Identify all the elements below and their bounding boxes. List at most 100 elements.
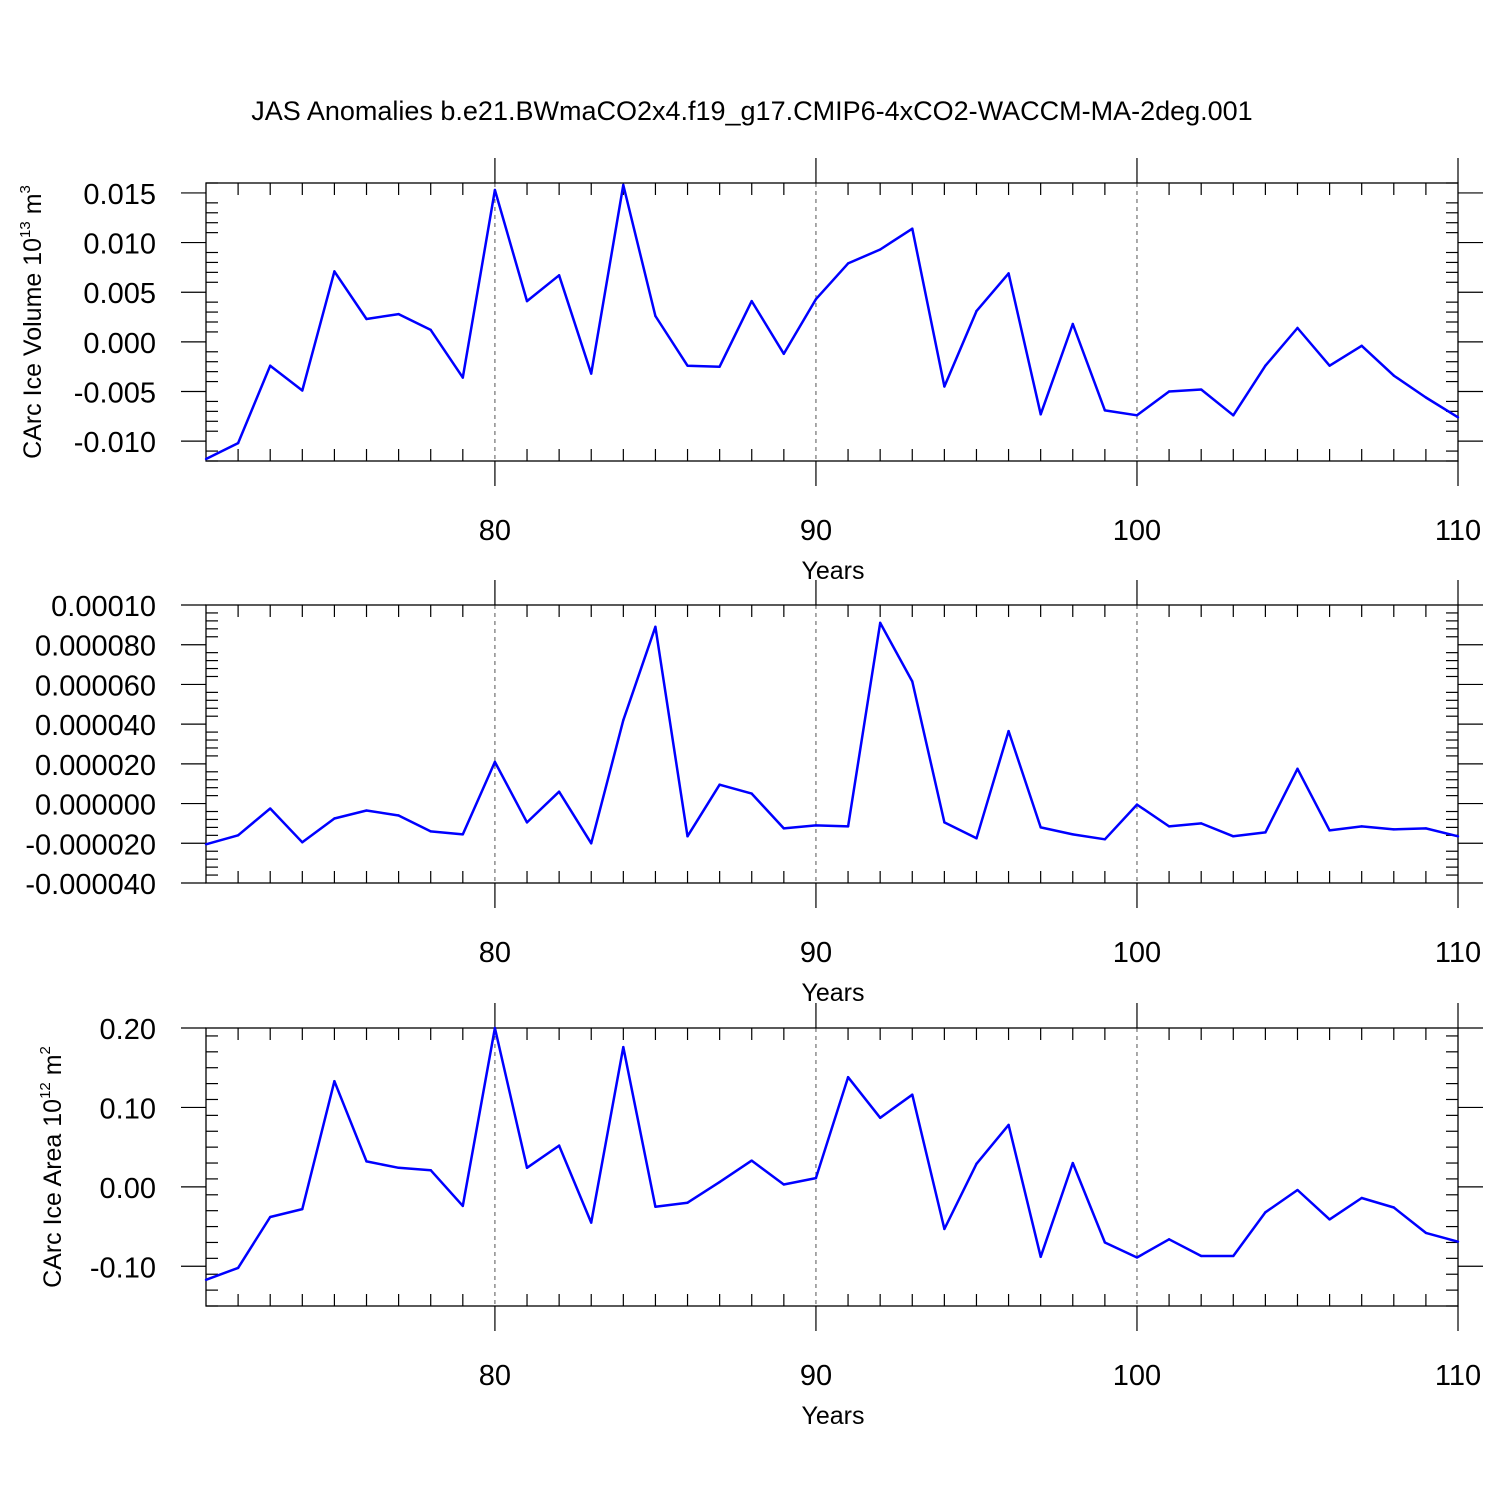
data-point: [1071, 833, 1074, 836]
x-axis-label: Years: [801, 557, 864, 585]
data-point: [365, 809, 368, 812]
x-tick-label: 110: [1435, 937, 1481, 969]
data-point: [686, 835, 689, 838]
x-tick-label: 110: [1435, 515, 1481, 547]
data-point: [236, 1266, 240, 1270]
y-tick-label: -0.000040: [25, 869, 156, 901]
data-point: [461, 376, 465, 379]
data-point: [525, 1166, 529, 1169]
data-point: [301, 1207, 304, 1211]
data-point: [911, 227, 914, 230]
data-point: [750, 1159, 753, 1162]
data-point: [429, 1168, 432, 1172]
x-tick-label: 90: [800, 937, 832, 969]
panel-2: 80 90 100 110 -0.000040 -0.000020 0.000000 0.00…: [25, 580, 1483, 1007]
data-point: [975, 309, 978, 313]
data-point: [782, 352, 786, 355]
data-point: [622, 1045, 625, 1049]
data-point: [1360, 344, 1363, 348]
data-point: [654, 1205, 657, 1208]
y-tick-label: 0.015: [83, 179, 156, 211]
y-tick-label: 0.00010: [51, 591, 156, 623]
data-point: [269, 807, 272, 810]
data-point: [1199, 1254, 1203, 1258]
y-tick-label: 0.010: [83, 229, 156, 261]
data-point: [943, 821, 946, 824]
data-point: [718, 365, 721, 368]
panel-3: 80 90 100 110 -0.10 0.00 0.10 0.20 Years CArc Ice…: [37, 1003, 1483, 1430]
y-tick-label: -0.000020: [25, 829, 156, 861]
x-tick-label: 90: [800, 1360, 832, 1392]
x-tick-label: 110: [1435, 1360, 1481, 1392]
data-point: [943, 385, 946, 388]
data-point: [397, 814, 400, 817]
data-point: [911, 680, 914, 683]
plot-frame: [205, 1027, 1459, 1307]
data-point: [1296, 767, 1299, 771]
data-point: [204, 457, 208, 461]
data-point: [333, 270, 336, 273]
data-point: [1296, 326, 1299, 330]
data-point: [236, 441, 240, 445]
y-tick-label: 0.000000: [35, 790, 156, 822]
data-point: [1456, 1240, 1460, 1243]
data-point: [975, 1162, 978, 1166]
data-point: [1103, 409, 1107, 412]
data-point: [1392, 828, 1395, 831]
x-tick-label: 100: [1113, 1360, 1161, 1392]
data-point: [1360, 1196, 1363, 1200]
y-tick-label: 0.000080: [35, 631, 156, 663]
y-tick-label: 0.000: [83, 328, 156, 360]
plot-frame: [205, 182, 1459, 462]
data-point: [1135, 1256, 1139, 1259]
x-tick-label: 80: [479, 937, 511, 969]
data-point: [878, 248, 882, 251]
data-point: [1071, 1161, 1074, 1165]
data-point: [750, 792, 753, 795]
data-point: [557, 274, 561, 277]
x-axis-label: Years: [801, 1402, 864, 1430]
data-point: [397, 312, 400, 316]
data-point: [814, 297, 818, 301]
x-tick-label: 80: [479, 515, 511, 547]
data-point: [1199, 388, 1203, 391]
data-point: [718, 783, 721, 786]
x-tick-label: 100: [1113, 937, 1161, 969]
data-point: [1424, 396, 1428, 399]
data-point: [846, 825, 850, 828]
data-point: [622, 718, 625, 722]
data-point: [1007, 272, 1010, 275]
data-point: [1103, 1241, 1107, 1244]
data-point: [301, 841, 304, 844]
y-tick-label: 0.000060: [35, 670, 156, 702]
data-point: [397, 1166, 400, 1169]
plot-frame: [205, 604, 1459, 884]
x-tick-label: 80: [479, 1360, 511, 1392]
y-tick-label: 0.000020: [35, 750, 156, 782]
data-point: [1039, 413, 1042, 416]
data-point: [365, 1160, 368, 1163]
data-point: [1007, 1123, 1010, 1127]
data-point: [1328, 1218, 1331, 1221]
data-point: [333, 1080, 336, 1083]
data-point: [1296, 1188, 1299, 1192]
data-point: [590, 372, 593, 375]
series-line: [205, 621, 1459, 846]
data-point: [1167, 1238, 1171, 1241]
data-point: [686, 1201, 689, 1204]
panels: 80 90 100 110 -0.010 -0.005 0.000 0.005 0.010 0.0…: [17, 158, 1483, 1430]
data-point: [1199, 822, 1203, 825]
data-point: [525, 821, 529, 824]
data-point: [1264, 831, 1267, 834]
data-point: [1135, 414, 1139, 417]
data-point: [1071, 322, 1074, 326]
data-point: [557, 790, 561, 793]
series-line: [205, 183, 1459, 461]
data-point: [493, 188, 497, 192]
y-tick-label: 0.00: [100, 1173, 156, 1205]
data-point: [975, 837, 978, 840]
data-point: [365, 317, 368, 321]
data-point: [236, 834, 240, 837]
data-point: [301, 389, 304, 392]
